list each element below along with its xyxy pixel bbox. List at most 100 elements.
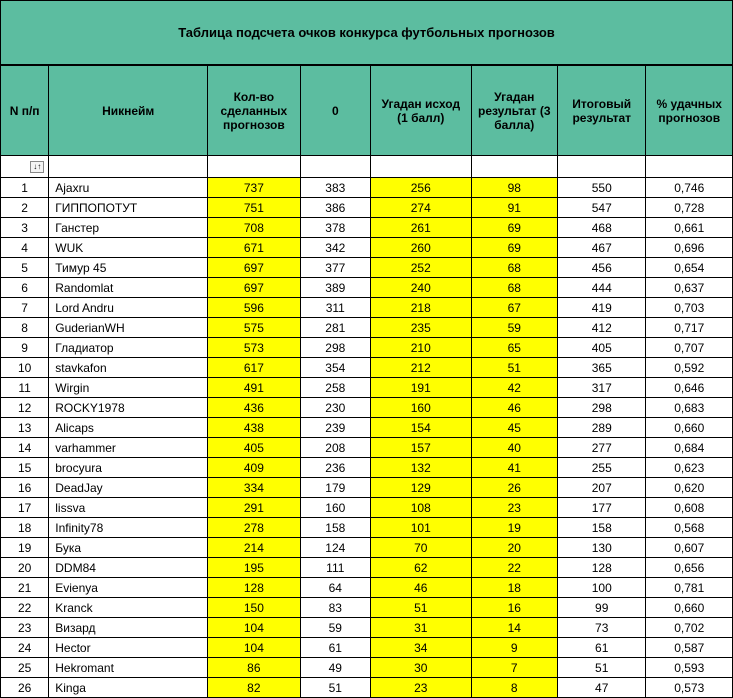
cell-outcome: 218	[370, 298, 471, 318]
cell-result: 41	[471, 458, 557, 478]
table-row: 14varhammer405208157402770,684	[1, 438, 733, 458]
cell-nick: Kinga	[49, 678, 208, 698]
filter-cell[interactable]	[558, 156, 646, 178]
cell-made: 214	[208, 538, 301, 558]
cell-idx: 19	[1, 538, 49, 558]
cell-outcome: 191	[370, 378, 471, 398]
cell-result: 8	[471, 678, 557, 698]
col-header-pct[interactable]: % удачных прогнозов	[646, 66, 733, 156]
cell-zero: 342	[300, 238, 370, 258]
cell-made: 708	[208, 218, 301, 238]
table-row: 4WUK671342260694670,696	[1, 238, 733, 258]
cell-total: 99	[558, 598, 646, 618]
cell-made: 436	[208, 398, 301, 418]
filter-cell[interactable]	[300, 156, 370, 178]
col-header-total[interactable]: Итоговый результат	[558, 66, 646, 156]
cell-total: 456	[558, 258, 646, 278]
cell-result: 65	[471, 338, 557, 358]
cell-pct: 0,607	[646, 538, 733, 558]
cell-total: 550	[558, 178, 646, 198]
col-header-made[interactable]: Кол-во сделанных прогнозов	[208, 66, 301, 156]
cell-outcome: 212	[370, 358, 471, 378]
cell-outcome: 101	[370, 518, 471, 538]
filter-cell[interactable]	[49, 156, 208, 178]
cell-made: 491	[208, 378, 301, 398]
filter-cell[interactable]	[370, 156, 471, 178]
cell-made: 596	[208, 298, 301, 318]
cell-total: 405	[558, 338, 646, 358]
cell-idx: 25	[1, 658, 49, 678]
col-header-outcome[interactable]: Угадан исход (1 балл)	[370, 66, 471, 156]
cell-nick: brocyura	[49, 458, 208, 478]
cell-result: 7	[471, 658, 557, 678]
filter-cell[interactable]	[208, 156, 301, 178]
cell-outcome: 34	[370, 638, 471, 658]
table-row: 24Hector10461349610,587	[1, 638, 733, 658]
scores-table: N п/п Никнейм Кол-во сделанных прогнозов…	[0, 65, 733, 698]
cell-total: 468	[558, 218, 646, 238]
cell-total: 412	[558, 318, 646, 338]
table-row: 25Hekromant8649307510,593	[1, 658, 733, 678]
cell-result: 14	[471, 618, 557, 638]
cell-pct: 0,637	[646, 278, 733, 298]
cell-total: 365	[558, 358, 646, 378]
cell-outcome: 108	[370, 498, 471, 518]
cell-nick: Ajaxru	[49, 178, 208, 198]
cell-pct: 0,623	[646, 458, 733, 478]
cell-total: 298	[558, 398, 646, 418]
cell-made: 671	[208, 238, 301, 258]
cell-nick: varhammer	[49, 438, 208, 458]
cell-outcome: 31	[370, 618, 471, 638]
cell-total: 289	[558, 418, 646, 438]
cell-made: 405	[208, 438, 301, 458]
cell-total: 317	[558, 378, 646, 398]
col-header-zero[interactable]: 0	[300, 66, 370, 156]
cell-nick: Гладиатор	[49, 338, 208, 358]
cell-idx: 4	[1, 238, 49, 258]
cell-pct: 0,728	[646, 198, 733, 218]
cell-outcome: 70	[370, 538, 471, 558]
cell-made: 104	[208, 638, 301, 658]
cell-outcome: 240	[370, 278, 471, 298]
cell-pct: 0,593	[646, 658, 733, 678]
cell-outcome: 62	[370, 558, 471, 578]
col-header-idx[interactable]: N п/п	[1, 66, 49, 156]
cell-zero: 383	[300, 178, 370, 198]
cell-nick: Тимур 45	[49, 258, 208, 278]
table-row: 22Kranck150835116990,660	[1, 598, 733, 618]
page-title: Таблица подсчета очков конкурса футбольн…	[0, 0, 733, 65]
cell-idx: 16	[1, 478, 49, 498]
filter-cell[interactable]	[471, 156, 557, 178]
cell-idx: 17	[1, 498, 49, 518]
cell-total: 130	[558, 538, 646, 558]
cell-total: 73	[558, 618, 646, 638]
cell-total: 61	[558, 638, 646, 658]
cell-pct: 0,573	[646, 678, 733, 698]
cell-result: 9	[471, 638, 557, 658]
filter-cell[interactable]	[646, 156, 733, 178]
sort-icon: ↓↑	[30, 161, 44, 173]
cell-pct: 0,717	[646, 318, 733, 338]
cell-result: 51	[471, 358, 557, 378]
cell-idx: 7	[1, 298, 49, 318]
cell-idx: 2	[1, 198, 49, 218]
cell-made: 573	[208, 338, 301, 358]
sort-control[interactable]: ↓↑	[1, 156, 49, 178]
col-header-nick[interactable]: Никнейм	[49, 66, 208, 156]
cell-made: 697	[208, 258, 301, 278]
cell-total: 207	[558, 478, 646, 498]
cell-zero: 160	[300, 498, 370, 518]
table-row: 5Тимур 45697377252684560,654	[1, 258, 733, 278]
cell-total: 51	[558, 658, 646, 678]
cell-made: 575	[208, 318, 301, 338]
cell-pct: 0,608	[646, 498, 733, 518]
col-header-result[interactable]: Угадан результат (3 балла)	[471, 66, 557, 156]
cell-nick: Бука	[49, 538, 208, 558]
cell-outcome: 129	[370, 478, 471, 498]
cell-made: 128	[208, 578, 301, 598]
cell-pct: 0,707	[646, 338, 733, 358]
cell-result: 20	[471, 538, 557, 558]
cell-zero: 83	[300, 598, 370, 618]
cell-zero: 124	[300, 538, 370, 558]
cell-idx: 22	[1, 598, 49, 618]
